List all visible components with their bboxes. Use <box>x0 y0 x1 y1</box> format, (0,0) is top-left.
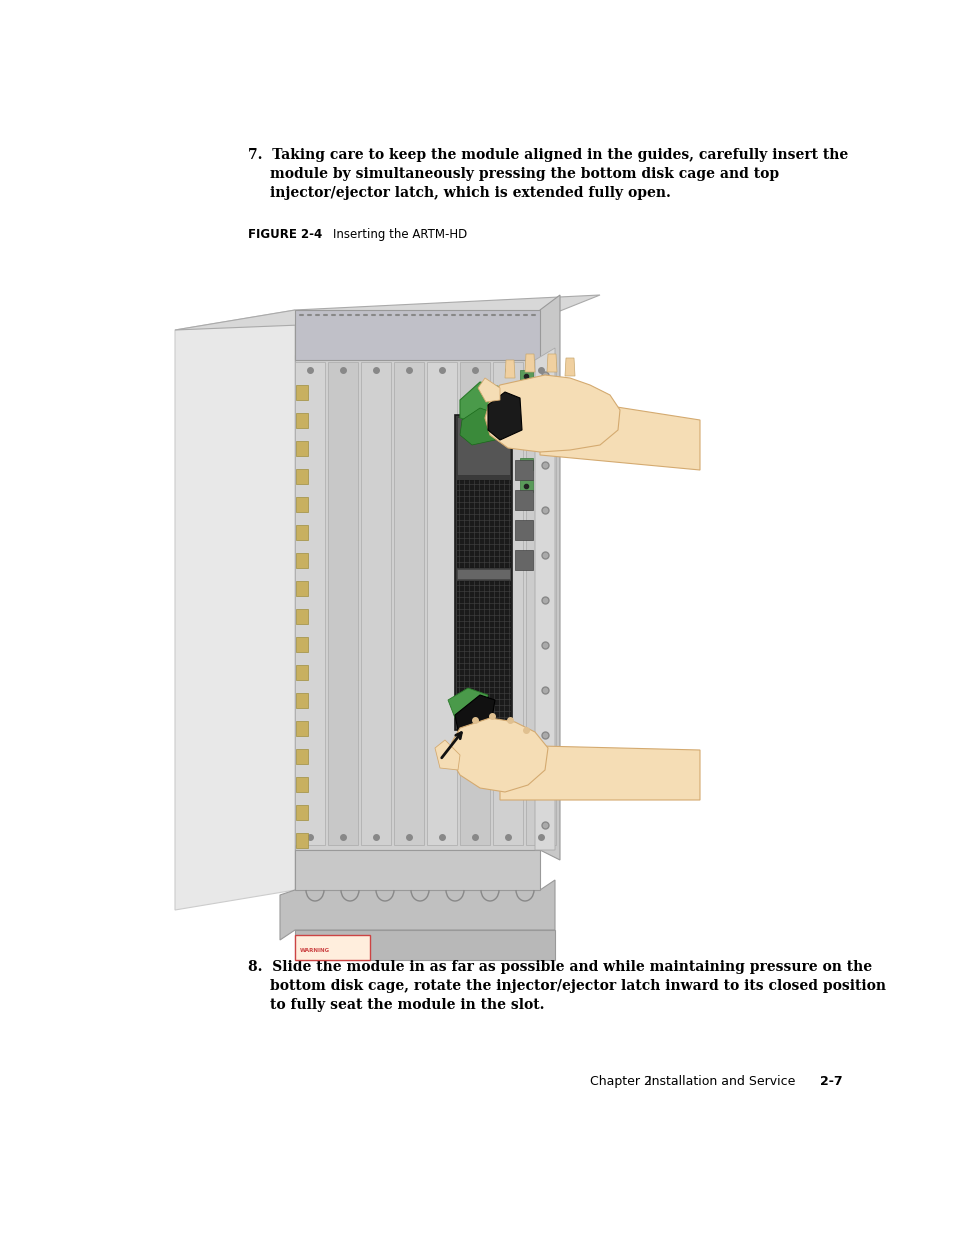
Polygon shape <box>519 436 533 448</box>
Polygon shape <box>539 395 700 471</box>
Polygon shape <box>539 295 559 860</box>
Polygon shape <box>295 385 308 400</box>
Polygon shape <box>295 664 308 680</box>
Polygon shape <box>504 359 515 378</box>
Polygon shape <box>519 458 533 471</box>
Polygon shape <box>519 370 533 382</box>
Text: Inserting the ARTM-HD: Inserting the ARTM-HD <box>333 228 467 241</box>
Polygon shape <box>295 496 308 513</box>
Polygon shape <box>448 688 488 720</box>
Polygon shape <box>459 382 510 425</box>
Polygon shape <box>280 881 555 940</box>
Polygon shape <box>295 693 308 708</box>
Polygon shape <box>295 637 308 652</box>
Polygon shape <box>546 354 557 372</box>
Text: WARNING: WARNING <box>299 947 330 952</box>
Text: bottom disk cage, rotate the injector/ejector latch inward to its closed positio: bottom disk cage, rotate the injector/ej… <box>270 979 885 993</box>
Polygon shape <box>295 777 308 792</box>
Polygon shape <box>515 490 533 510</box>
Polygon shape <box>519 480 533 492</box>
Polygon shape <box>519 391 533 404</box>
Polygon shape <box>394 362 423 845</box>
Polygon shape <box>515 550 533 571</box>
Polygon shape <box>459 362 490 845</box>
Polygon shape <box>427 362 456 845</box>
Text: module by simultaneously pressing the bottom disk cage and top: module by simultaneously pressing the bo… <box>270 167 779 182</box>
Text: 7.  Taking care to keep the module aligned in the guides, carefully insert the: 7. Taking care to keep the module aligne… <box>248 148 847 162</box>
Polygon shape <box>456 480 510 567</box>
Polygon shape <box>294 354 539 850</box>
Polygon shape <box>295 721 308 736</box>
Text: 2-7: 2-7 <box>820 1074 841 1088</box>
Polygon shape <box>294 935 370 960</box>
Polygon shape <box>435 740 459 769</box>
Polygon shape <box>488 391 521 440</box>
Polygon shape <box>295 553 308 568</box>
Text: Installation and Service: Installation and Service <box>647 1074 795 1088</box>
Polygon shape <box>294 930 555 960</box>
Polygon shape <box>295 469 308 484</box>
Polygon shape <box>535 348 555 850</box>
Polygon shape <box>519 414 533 426</box>
Polygon shape <box>174 295 599 330</box>
Polygon shape <box>328 362 357 845</box>
Text: FIGURE 2-4: FIGURE 2-4 <box>248 228 322 241</box>
Polygon shape <box>455 695 495 740</box>
Polygon shape <box>295 832 308 848</box>
Polygon shape <box>515 459 533 480</box>
Polygon shape <box>456 417 510 475</box>
Polygon shape <box>515 520 533 540</box>
Text: to fully seat the module in the slot.: to fully seat the module in the slot. <box>270 998 544 1011</box>
Text: 8.  Slide the module in as far as possible and while maintaining pressure on the: 8. Slide the module in as far as possibl… <box>248 960 871 974</box>
Polygon shape <box>295 441 308 456</box>
Polygon shape <box>455 415 512 730</box>
Polygon shape <box>295 412 308 429</box>
Polygon shape <box>493 362 522 845</box>
Polygon shape <box>456 580 510 727</box>
Polygon shape <box>295 609 308 624</box>
Polygon shape <box>456 569 510 579</box>
Polygon shape <box>450 718 547 792</box>
Polygon shape <box>295 580 308 597</box>
Text: Chapter 2: Chapter 2 <box>589 1074 651 1088</box>
Polygon shape <box>525 362 556 845</box>
Polygon shape <box>459 408 499 445</box>
Polygon shape <box>294 850 539 890</box>
Polygon shape <box>484 375 619 452</box>
Polygon shape <box>564 358 575 375</box>
Polygon shape <box>294 310 539 359</box>
Polygon shape <box>295 525 308 540</box>
Polygon shape <box>295 748 308 764</box>
Polygon shape <box>294 362 325 845</box>
Polygon shape <box>524 354 535 372</box>
Polygon shape <box>360 362 391 845</box>
Polygon shape <box>499 745 700 800</box>
Polygon shape <box>174 310 294 910</box>
Text: injector/ejector latch, which is extended fully open.: injector/ejector latch, which is extende… <box>270 186 670 200</box>
Polygon shape <box>295 805 308 820</box>
Polygon shape <box>477 378 499 403</box>
